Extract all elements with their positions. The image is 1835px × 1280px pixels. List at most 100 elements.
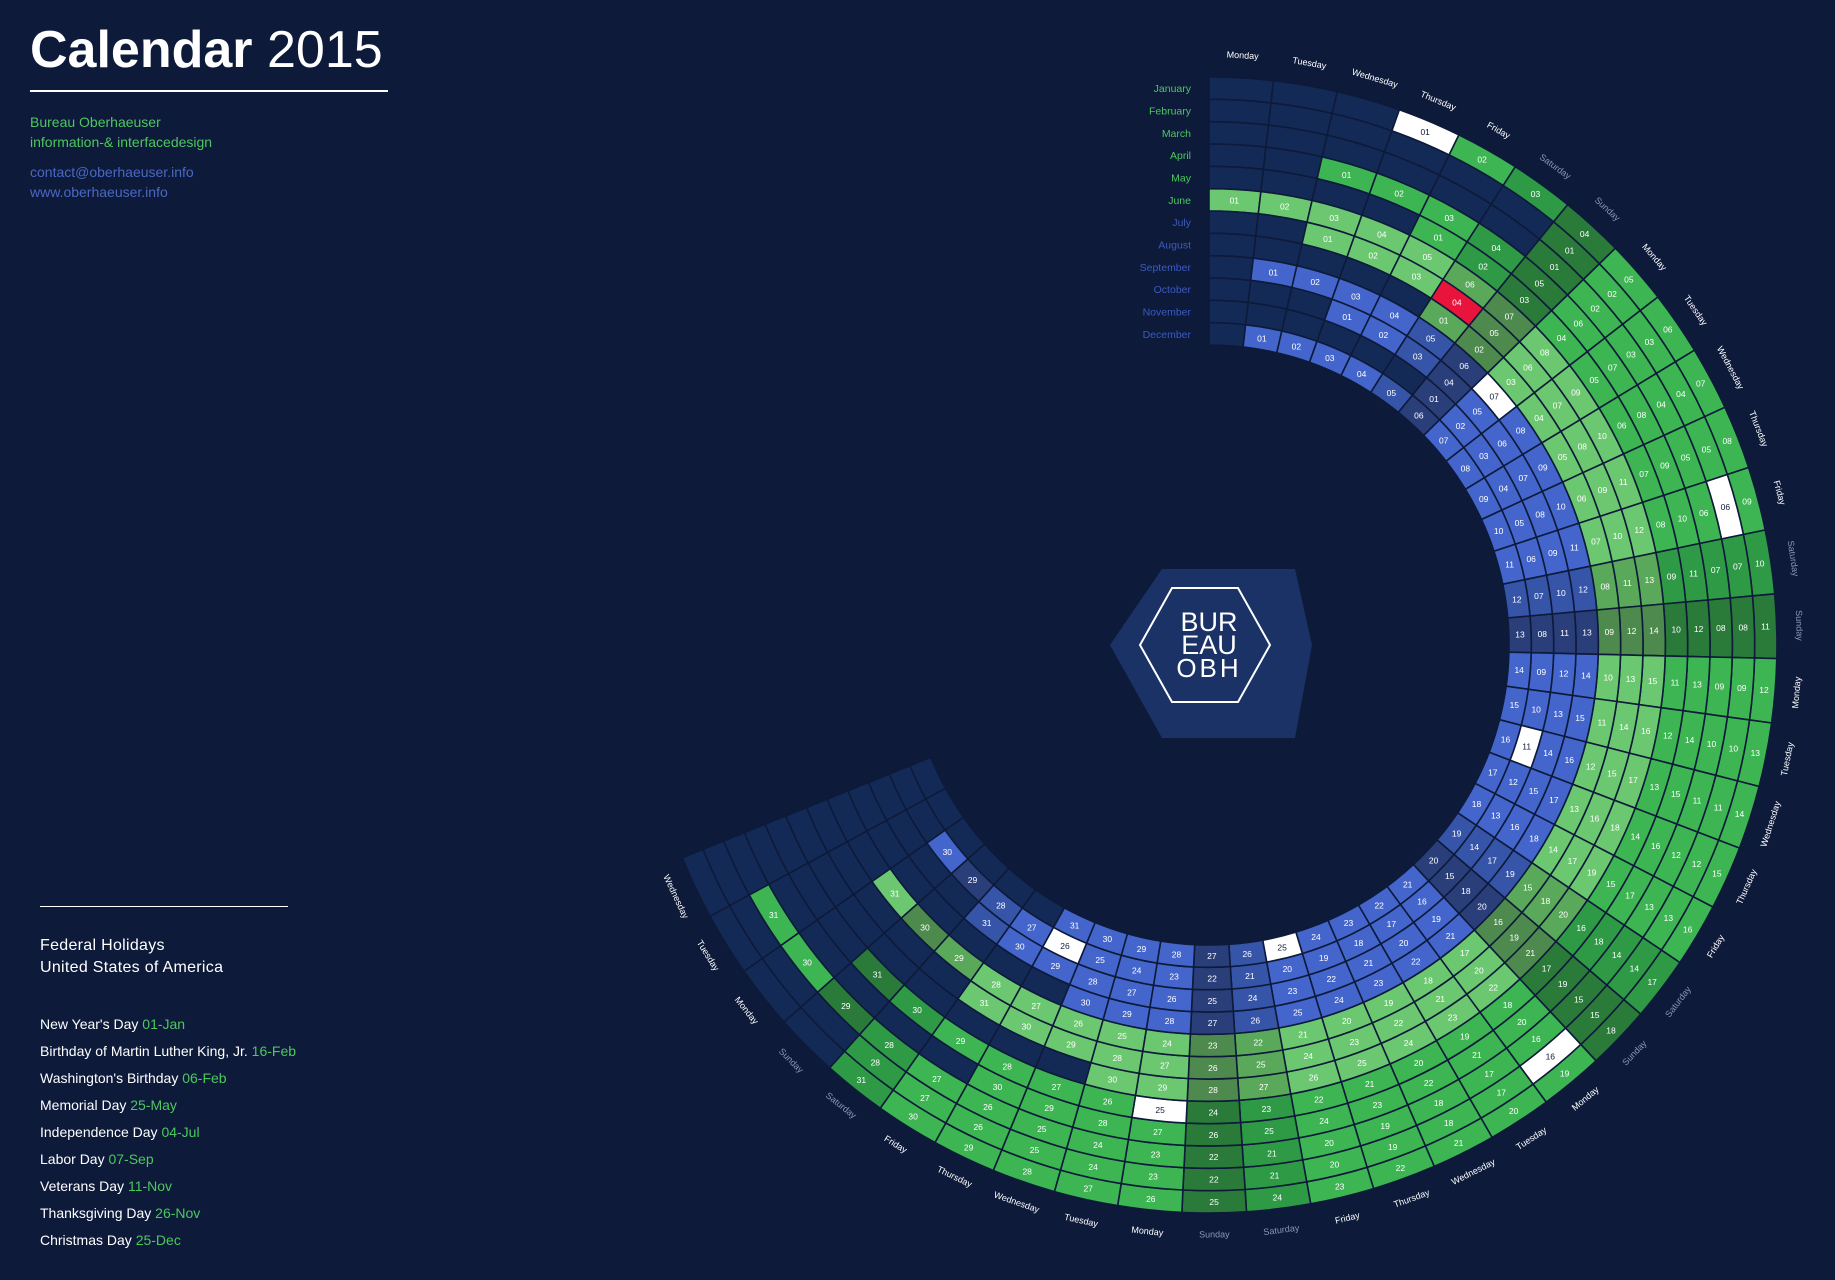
day-label: 01: [1257, 333, 1267, 343]
day-label: 15: [1574, 994, 1584, 1004]
day-label: 11: [1560, 628, 1569, 638]
day-label: 22: [1411, 957, 1421, 967]
day-label: 23: [1344, 918, 1354, 928]
day-label: 03: [1479, 451, 1489, 461]
day-label: 08: [1722, 436, 1732, 446]
day-label: 24: [1162, 1038, 1172, 1048]
holiday-item: Labor Day 07-Sep: [40, 1146, 296, 1173]
day-label: 08: [1540, 348, 1550, 358]
day-label: 14: [1631, 832, 1641, 842]
day-label: 17: [1625, 890, 1635, 900]
day-label: 05: [1589, 375, 1599, 385]
day-label: 19: [1319, 953, 1329, 963]
day-label: 27: [1083, 1184, 1093, 1194]
day-label: 06: [1414, 410, 1424, 420]
day-label: 12: [1663, 731, 1673, 741]
day-label: 06: [1523, 362, 1533, 372]
day-label: 25: [1293, 1008, 1303, 1018]
day-label: 02: [1590, 304, 1600, 314]
holiday-name: Independence Day: [40, 1124, 158, 1140]
day-label: 21: [1267, 1148, 1277, 1158]
day-label: 24: [1319, 1116, 1329, 1126]
day-label: 16: [1651, 841, 1661, 851]
day-label: 28: [991, 979, 1001, 989]
day-label: 16: [1565, 755, 1575, 765]
holidays-heading-line1: Federal Holidays: [40, 937, 165, 954]
day-label: 14: [1735, 809, 1745, 819]
day-label: 06: [1465, 279, 1475, 289]
day-label: 04: [1499, 483, 1509, 493]
day-label: 25: [1208, 996, 1218, 1006]
contact-email-link[interactable]: contact@oberhaeuser.info: [30, 164, 194, 180]
weekday-label: Saturday: [1263, 1223, 1300, 1237]
day-label: 01: [1550, 262, 1560, 272]
day-label: 19: [1460, 1031, 1470, 1041]
day-label: 19: [1384, 998, 1394, 1008]
logo-backdrop: [1110, 569, 1312, 738]
day-label: 22: [1209, 1175, 1219, 1185]
day-label: 28: [1172, 950, 1182, 960]
empty-cell: [1208, 165, 1265, 193]
day-label: 18: [1606, 1025, 1616, 1035]
weekday-label: Wednesday: [661, 873, 690, 921]
empty-cell: [1208, 299, 1250, 326]
day-label: 20: [1509, 1106, 1519, 1116]
weekday-label: Tuesday: [1779, 741, 1796, 777]
day-label: 02: [1379, 330, 1389, 340]
day-label: 27: [932, 1074, 942, 1084]
day-label: 26: [1167, 994, 1177, 1004]
holiday-name: New Year's Day: [40, 1016, 139, 1032]
day-label: 14: [1612, 950, 1622, 960]
day-label: 22: [1394, 1018, 1404, 1028]
holidays-heading-line2: United States of America: [40, 959, 224, 976]
day-label: 17: [1460, 948, 1470, 958]
weekday-label: Thursday: [935, 1164, 974, 1189]
weekday-label: Thursday: [1392, 1187, 1431, 1209]
weekday-label: Wednesday: [1715, 344, 1746, 391]
website-link[interactable]: www.oberhaeuser.info: [30, 184, 168, 200]
day-label: 31: [890, 888, 900, 898]
day-label: 19: [1452, 828, 1462, 838]
day-label: 08: [1535, 510, 1545, 520]
day-label: 20: [1330, 1160, 1340, 1170]
month-ring: 01 02 03 04 05 06 07 08 09 10 11 12 13 14 15 16 17 18 19 20…: [909, 321, 1533, 969]
day-label: 09: [1605, 627, 1615, 637]
day-label: 05: [1387, 388, 1397, 398]
day-label: 15: [1648, 676, 1658, 686]
day-label: 20: [1399, 938, 1409, 948]
day-label: 14: [1581, 671, 1591, 681]
day-label: 12: [1671, 850, 1681, 860]
day-label: 11: [1505, 560, 1514, 570]
day-label: 02: [1478, 261, 1488, 271]
day-label: 04: [1557, 333, 1567, 343]
day-label: 28: [884, 1040, 894, 1050]
day-label: 09: [1715, 681, 1725, 691]
day-label: 05: [1515, 518, 1525, 528]
day-label: 22: [1209, 1152, 1219, 1162]
holiday-date: 06-Feb: [182, 1070, 227, 1086]
weekday-label: Tuesday: [1514, 1125, 1548, 1152]
day-label: 23: [1169, 972, 1179, 982]
day-label: 02: [1280, 201, 1290, 211]
day-label: 10: [1755, 559, 1765, 569]
day-label: 20: [1559, 910, 1569, 920]
day-label: 19: [1388, 1142, 1398, 1152]
day-label: 16: [1576, 923, 1586, 933]
empty-cell: [1208, 210, 1260, 237]
day-label: 07: [1733, 562, 1743, 572]
day-label: 03: [1413, 352, 1423, 362]
day-label: 01: [1434, 233, 1444, 243]
day-label: 02: [1394, 189, 1404, 199]
holiday-name: Thanksgiving Day: [40, 1205, 152, 1221]
day-label: 13: [1626, 674, 1636, 684]
holiday-name: Veterans Day: [40, 1178, 125, 1194]
day-label: 17: [1628, 775, 1638, 785]
month-label: June: [1168, 195, 1191, 207]
title-year: 2015: [266, 21, 383, 79]
day-label: 12: [1692, 859, 1702, 869]
holiday-item: Christmas Day 25-Dec: [40, 1227, 296, 1254]
day-label: 24: [1273, 1193, 1283, 1203]
day-label: 21: [1298, 1029, 1308, 1039]
day-label: 13: [1515, 630, 1525, 640]
day-label: 02: [1292, 341, 1302, 351]
